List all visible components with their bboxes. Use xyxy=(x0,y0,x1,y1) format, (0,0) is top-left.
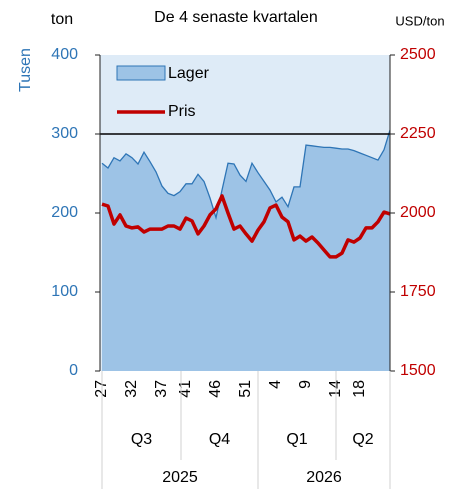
quarter-label: Q1 xyxy=(286,431,307,448)
y-tick-label: 300 xyxy=(51,125,78,142)
x-tick-label: 32 xyxy=(123,380,140,398)
y2-tick-label: 2500 xyxy=(400,46,436,63)
legend-label: Pris xyxy=(168,103,196,120)
x-tick-label: 51 xyxy=(237,380,254,398)
y-tick-label: 200 xyxy=(51,204,78,221)
quarter-label: Q2 xyxy=(352,431,373,448)
stock-line xyxy=(101,129,391,221)
x-tick-label: 46 xyxy=(207,380,224,398)
year-label: 2025 xyxy=(162,469,198,486)
x-tick-label: 4 xyxy=(267,380,284,389)
y2-tick-label: 2000 xyxy=(400,204,436,221)
y-tick-label: 400 xyxy=(51,46,78,63)
y2-tick-label: 2250 xyxy=(400,125,436,142)
x-tick-label: 18 xyxy=(351,380,368,398)
y2-unit: USD/ton xyxy=(395,13,444,28)
y2-tick-label: 1500 xyxy=(400,362,436,379)
quarter-label: Q4 xyxy=(209,431,230,448)
x-tick-label: 37 xyxy=(153,380,170,398)
y-tick-label: 100 xyxy=(51,283,78,300)
y-axis-label: Tusen xyxy=(17,48,34,92)
year-label: 2026 xyxy=(306,469,342,486)
price-line xyxy=(101,194,391,259)
x-tick-label: 41 xyxy=(177,380,194,398)
y2-tick-label: 1750 xyxy=(400,283,436,300)
legend-swatch xyxy=(116,65,166,81)
y-tick-label: 0 xyxy=(69,362,78,379)
quarter-label: Q3 xyxy=(131,431,152,448)
stock-area xyxy=(102,130,390,371)
chart-title: De 4 senaste kvartalen xyxy=(154,9,318,26)
x-tick-label: 9 xyxy=(297,380,314,389)
legend-label: Lager xyxy=(168,65,210,82)
y-unit: ton xyxy=(51,11,73,28)
